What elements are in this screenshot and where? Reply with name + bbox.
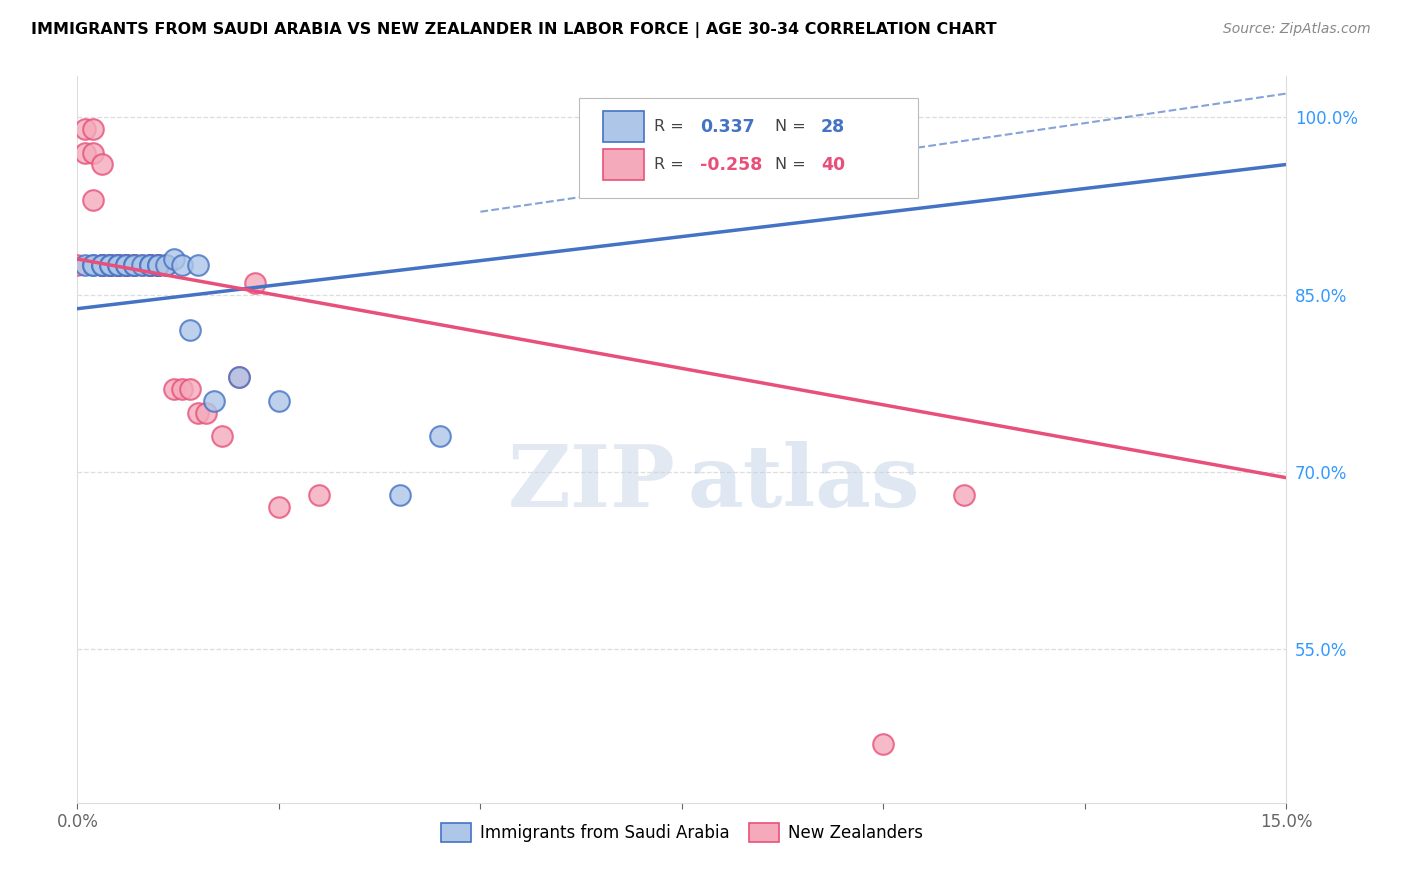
Point — [98, 258, 121, 272]
Point — [107, 258, 129, 272]
Text: R =: R = — [654, 120, 689, 134]
Point — [179, 382, 201, 396]
Point — [267, 500, 290, 515]
Point — [82, 145, 104, 160]
Text: ZIP: ZIP — [508, 441, 676, 524]
Point — [267, 393, 290, 408]
Text: IMMIGRANTS FROM SAUDI ARABIA VS NEW ZEALANDER IN LABOR FORCE | AGE 30-34 CORRELA: IMMIGRANTS FROM SAUDI ARABIA VS NEW ZEAL… — [31, 22, 997, 38]
Text: -0.258: -0.258 — [700, 155, 762, 174]
Point — [107, 258, 129, 272]
Point — [107, 258, 129, 272]
FancyBboxPatch shape — [603, 149, 644, 180]
Text: 0.337: 0.337 — [700, 118, 755, 136]
Point — [187, 406, 209, 420]
Point — [90, 258, 112, 272]
Point — [82, 193, 104, 207]
Point — [90, 157, 112, 171]
Point — [139, 258, 162, 272]
Point — [75, 122, 97, 136]
Point — [172, 382, 194, 396]
Point — [163, 382, 186, 396]
Point — [98, 258, 121, 272]
Point — [82, 258, 104, 272]
Point — [90, 258, 112, 272]
Legend: Immigrants from Saudi Arabia, New Zealanders: Immigrants from Saudi Arabia, New Zealan… — [434, 816, 929, 849]
Point — [195, 406, 218, 420]
Point — [139, 258, 162, 272]
Point — [163, 252, 186, 266]
Point — [202, 393, 225, 408]
Point — [122, 258, 145, 272]
Point — [98, 258, 121, 272]
Point — [211, 429, 233, 443]
Text: N =: N = — [775, 120, 811, 134]
Point — [131, 258, 153, 272]
Point — [146, 258, 169, 272]
Point — [114, 258, 136, 272]
Point — [90, 258, 112, 272]
Point — [146, 258, 169, 272]
Point — [75, 258, 97, 272]
Point — [243, 276, 266, 290]
Point — [155, 258, 177, 272]
Point — [388, 488, 411, 502]
Point — [146, 258, 169, 272]
Point — [228, 370, 250, 384]
Point — [953, 488, 976, 502]
Text: N =: N = — [775, 157, 811, 172]
Text: 28: 28 — [821, 118, 845, 136]
Point — [146, 258, 169, 272]
Point — [75, 145, 97, 160]
Point — [66, 258, 89, 272]
Point — [131, 258, 153, 272]
Point — [122, 258, 145, 272]
Point — [872, 737, 894, 751]
Point — [114, 258, 136, 272]
Point — [82, 258, 104, 272]
Point — [98, 258, 121, 272]
FancyBboxPatch shape — [579, 97, 918, 198]
Point — [114, 258, 136, 272]
FancyBboxPatch shape — [603, 112, 644, 142]
Point — [90, 258, 112, 272]
Point — [139, 258, 162, 272]
Point — [90, 258, 112, 272]
Point — [107, 258, 129, 272]
Point — [107, 258, 129, 272]
Point — [107, 258, 129, 272]
Point — [308, 488, 330, 502]
Text: 40: 40 — [821, 155, 845, 174]
Text: atlas: atlas — [688, 441, 921, 524]
Text: Source: ZipAtlas.com: Source: ZipAtlas.com — [1223, 22, 1371, 37]
Point — [122, 258, 145, 272]
Text: R =: R = — [654, 157, 689, 172]
Point — [179, 323, 201, 337]
Point — [98, 258, 121, 272]
Point — [429, 429, 451, 443]
Point — [114, 258, 136, 272]
Point — [122, 258, 145, 272]
Point — [139, 258, 162, 272]
Point — [155, 258, 177, 272]
Point — [172, 258, 194, 272]
Y-axis label: In Labor Force | Age 30-34: In Labor Force | Age 30-34 — [0, 330, 8, 549]
Point — [82, 122, 104, 136]
Point — [187, 258, 209, 272]
Point — [228, 370, 250, 384]
Point — [114, 258, 136, 272]
